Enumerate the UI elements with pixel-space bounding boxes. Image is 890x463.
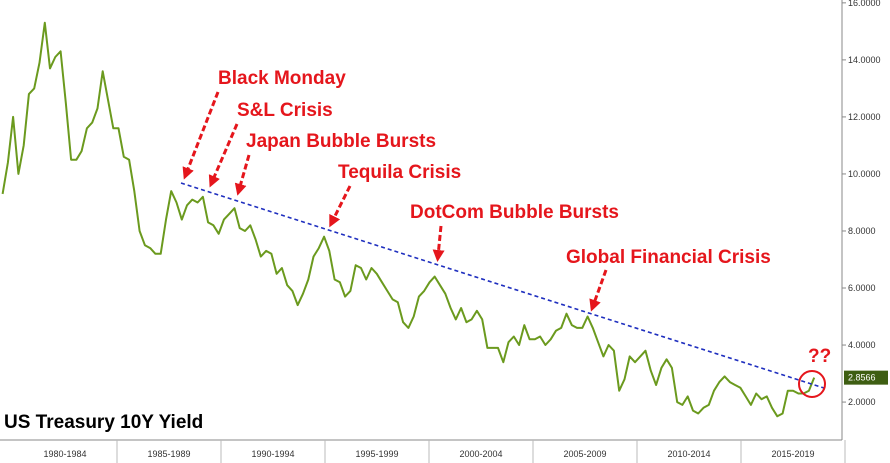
x-tick-label: 2005-2009: [563, 449, 606, 459]
last-value-box: [844, 370, 888, 385]
annotation: S&L Crisis: [237, 100, 333, 121]
highlight-circle: [798, 370, 826, 398]
last-value-label: 2.8566: [848, 373, 876, 383]
plot-area: [1, 21, 816, 418]
y-tick-label: 8.0000: [848, 226, 876, 236]
annotation: Black Monday: [218, 68, 346, 89]
arrows: [182, 91, 608, 312]
y-tick-label: 6.0000: [848, 283, 876, 293]
y-tick-label: 14.0000: [848, 55, 881, 65]
y-tick-label: 10.0000: [848, 169, 881, 179]
arrow: [182, 91, 220, 180]
x-tick-label: 1995-1999: [355, 449, 398, 459]
x-tick-label: 1990-1994: [251, 449, 294, 459]
y-tick-label: 2.0000: [848, 397, 876, 407]
annotation: DotCom Bubble Bursts: [410, 202, 619, 223]
x-tick-label: 2015-2019: [771, 449, 814, 459]
annotation: Global Financial Crisis: [566, 247, 771, 268]
arrow: [234, 154, 251, 196]
annotation: Tequila Crisis: [338, 162, 461, 183]
x-tick-label: 1985-1989: [147, 449, 190, 459]
annotation: ??: [808, 346, 831, 367]
arrow: [432, 225, 445, 262]
y-tick-label: 12.0000: [848, 112, 881, 122]
arrow: [589, 269, 608, 312]
y-tick-label: 4.0000: [848, 340, 876, 350]
title-box: [0, 406, 258, 436]
x-tick-label: 2010-2014: [667, 449, 710, 459]
chart-title: US Treasury 10Y Yield: [4, 412, 203, 433]
x-tick-label: 2000-2004: [459, 449, 502, 459]
annotation: Japan Bubble Bursts: [246, 131, 436, 152]
series-line: [1, 21, 816, 418]
trend-line: [180, 182, 825, 389]
x-tick-label: 1980-1984: [43, 449, 86, 459]
y-tick-label: 16.0000: [848, 0, 881, 8]
arrow: [329, 185, 352, 228]
arrow: [208, 123, 239, 188]
